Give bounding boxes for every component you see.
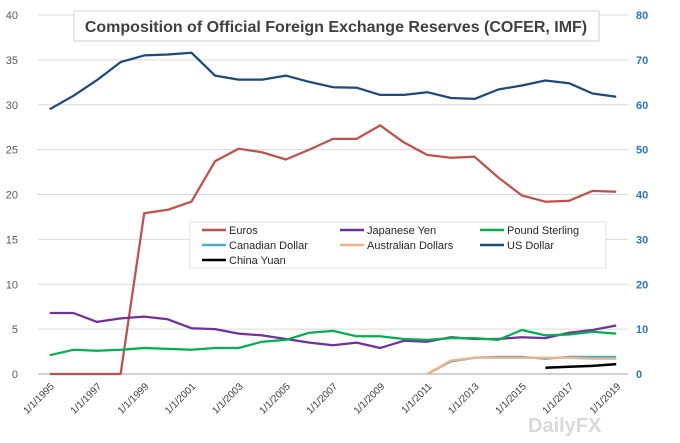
legend-frame [189,221,607,269]
right-tick-label: 70 [636,55,648,67]
right-tick-label: 50 [636,145,648,157]
title-box: Composition of Official Foreign Exchange… [73,10,600,42]
legend-item: Euros [202,225,258,237]
watermark-text: DailyFX [528,415,602,437]
legend-label: China Yuan [229,255,286,267]
series-line-euros [49,124,617,376]
legend-item: Pound Sterling [480,225,579,237]
left-tick-label: 10 [6,279,18,291]
right-tick-label: 30 [636,234,648,246]
left-tick-label: 15 [6,234,18,246]
title-frame [73,10,600,42]
legend-item: China Yuan [202,255,286,267]
right-axis-ticks: 0 10 20 30 40 50 60 70 80 [636,10,648,381]
right-tick-label: 20 [636,279,648,291]
left-tick-label: 35 [6,55,18,67]
series-line-pound-sterling [49,328,617,357]
right-tick-label: 0 [636,369,642,381]
series-line-australian-dollars [426,356,617,375]
left-tick-label: 20 [6,190,18,202]
series-line-us-dollar [49,51,617,111]
legend-label: Euros [229,225,258,237]
right-tick-label: 60 [636,100,648,112]
legend-items: Euros Japanese Yen Pound Sterling Canadian … [202,225,579,267]
left-tick-label: 30 [6,100,18,112]
right-tick-label: 40 [636,190,648,202]
legend-label: US Dollar [507,240,554,252]
legend-label: Pound Sterling [507,225,579,237]
left-tick-label: 25 [6,145,18,157]
series-line-china-yuan [545,362,617,369]
legend-label: Canadian Dollar [229,240,308,252]
series-line-japanese-yen [49,311,617,350]
legend: Euros Japanese Yen Pound Sterling Canadian … [189,221,607,269]
legend-label: Japanese Yen [367,225,436,237]
left-tick-label: 5 [12,324,18,336]
legend-item: US Dollar [480,240,554,252]
left-tick-label: 0 [12,369,18,381]
chart-title: Composition of Official Foreign Exchange… [85,19,587,36]
left-axis-ticks: 0 5 10 15 20 25 30 35 40 [6,10,18,381]
legend-item: Australian Dollars [340,240,454,252]
legend-item: Canadian Dollar [202,240,308,252]
series-lines [49,51,617,376]
right-tick-label: 80 [636,10,648,22]
legend-label: Australian Dollars [367,240,454,252]
left-tick-label: 40 [6,10,18,22]
legend-item: Japanese Yen [340,225,436,237]
right-tick-label: 10 [636,324,648,336]
